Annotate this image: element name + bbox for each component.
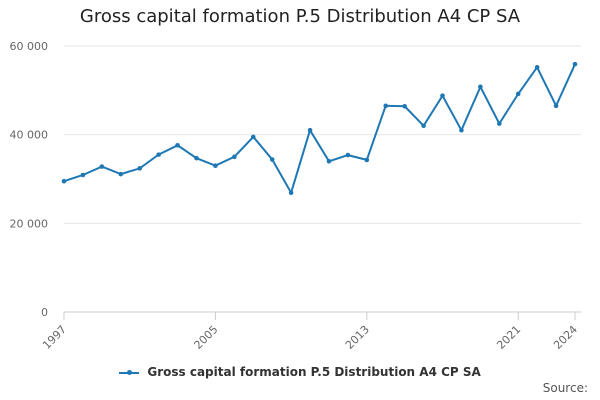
- x-tick-label: 2005: [192, 323, 221, 352]
- data-point[interactable]: [213, 163, 218, 168]
- data-point[interactable]: [572, 61, 578, 67]
- data-point[interactable]: [383, 103, 389, 109]
- y-axis-ticks: 0 20 000 40 000 60 000: [10, 40, 49, 319]
- chart-title: Gross capital formation P.5 Distribution…: [79, 6, 521, 27]
- x-tick-label: 1997: [40, 323, 69, 352]
- data-points: [61, 61, 578, 196]
- y-tick-label: 0: [41, 306, 48, 319]
- legend-label: Gross capital formation P.5 Distribution…: [147, 365, 481, 379]
- y-tick-label: 20 000: [10, 217, 49, 230]
- data-point[interactable]: [515, 91, 521, 97]
- data-point[interactable]: [345, 152, 351, 158]
- x-tick-label: 2021: [494, 323, 523, 352]
- series-line: [63, 63, 576, 196]
- x-tick-label: 2013: [343, 323, 372, 352]
- data-point[interactable]: [478, 84, 483, 90]
- legend-line-icon: [119, 368, 140, 378]
- data-point[interactable]: [364, 157, 370, 163]
- x-tick-label: 2024: [551, 323, 580, 352]
- data-point[interactable]: [80, 172, 86, 178]
- data-point[interactable]: [440, 93, 445, 98]
- data-point[interactable]: [232, 154, 237, 160]
- source-label: Source:: [542, 381, 588, 395]
- data-point[interactable]: [269, 157, 275, 162]
- data-point[interactable]: [61, 178, 67, 184]
- data-point[interactable]: [402, 103, 407, 109]
- data-point[interactable]: [250, 134, 256, 140]
- data-point[interactable]: [326, 158, 332, 164]
- data-point[interactable]: [194, 155, 199, 161]
- data-point[interactable]: [99, 164, 105, 169]
- x-axis-ticks: 1997 2005 2013 2021 2024: [40, 312, 580, 352]
- data-point[interactable]: [534, 64, 540, 70]
- data-point[interactable]: [175, 143, 180, 148]
- data-point[interactable]: [156, 152, 161, 157]
- data-point[interactable]: [421, 123, 426, 129]
- y-tick-label: 60 000: [10, 40, 49, 53]
- data-point[interactable]: [459, 127, 464, 133]
- data-point[interactable]: [553, 103, 559, 109]
- data-point[interactable]: [496, 121, 502, 126]
- y-tick-label: 40 000: [10, 129, 49, 142]
- data-point[interactable]: [307, 127, 313, 133]
- data-point[interactable]: [288, 190, 294, 196]
- data-point[interactable]: [118, 171, 124, 177]
- legend[interactable]: Gross capital formation P.5 Distribution…: [0, 365, 600, 379]
- data-point[interactable]: [137, 166, 143, 171]
- gridlines: [64, 45, 581, 313]
